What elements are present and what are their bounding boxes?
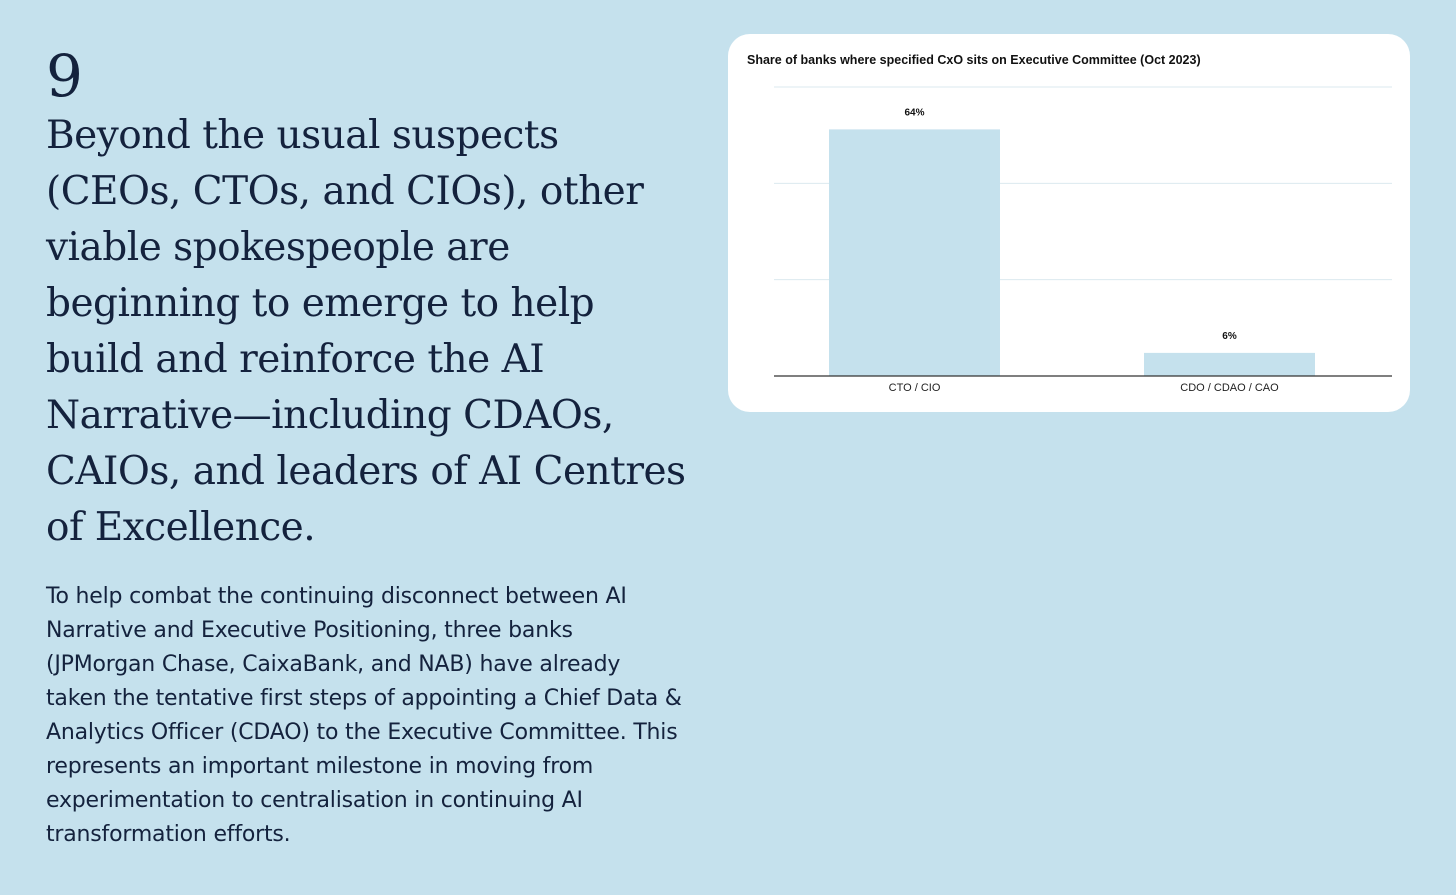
bar-0 bbox=[829, 129, 1000, 376]
body-paragraph: To help combat the continuing disconnect… bbox=[46, 584, 682, 847]
chart-title: Share of banks where specified CxO sits … bbox=[747, 53, 1201, 67]
text-column: 9 Beyond the usual suspects (CEOs, CTOs,… bbox=[46, 44, 686, 852]
section-number: 9 bbox=[46, 42, 83, 110]
bar-chart: 64% CTO / CIO 6% CDO / CDAO / CAO bbox=[774, 86, 1392, 394]
bar-1 bbox=[1144, 352, 1315, 376]
category-label-0: CTO / CIO bbox=[889, 382, 941, 394]
chart-card: Share of banks where specified CxO sits … bbox=[728, 34, 1410, 412]
data-label-0: 64% bbox=[904, 107, 924, 118]
category-label-1: CDO / CDAO / CAO bbox=[1180, 382, 1279, 394]
data-label-1: 6% bbox=[1222, 331, 1237, 342]
headline: Beyond the usual suspects (CEOs, CTOs, a… bbox=[46, 113, 686, 550]
